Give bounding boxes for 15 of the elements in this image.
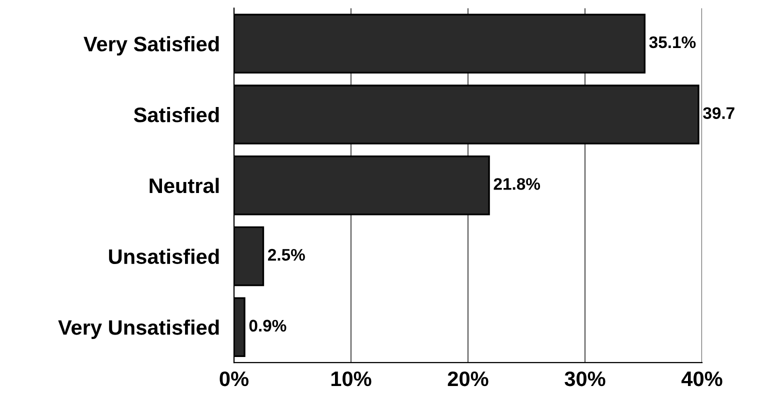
y-tick-label: Satisfied: [134, 106, 219, 122]
data-label: 35.1%: [649, 36, 696, 48]
data-label: 39.7: [703, 107, 734, 120]
y-tick-label: Very Unsatisfied: [58, 320, 219, 339]
y-tick-label: Unsatisfied: [109, 248, 219, 264]
data-label: 0.9%: [249, 320, 286, 332]
x-tick-label: 0%: [220, 371, 249, 386]
data-label: 21.8%: [494, 178, 540, 190]
x-tick-label: 10%: [331, 371, 372, 386]
data-label: 2.5%: [268, 248, 305, 261]
y-tick-label: Neutral: [150, 178, 219, 194]
x-tick-label: 30%: [564, 371, 606, 386]
x-tick-label: 20%: [448, 371, 488, 386]
x-tick-label: 40%: [681, 371, 722, 386]
y-tick-label: Very Satisfied: [84, 36, 219, 56]
